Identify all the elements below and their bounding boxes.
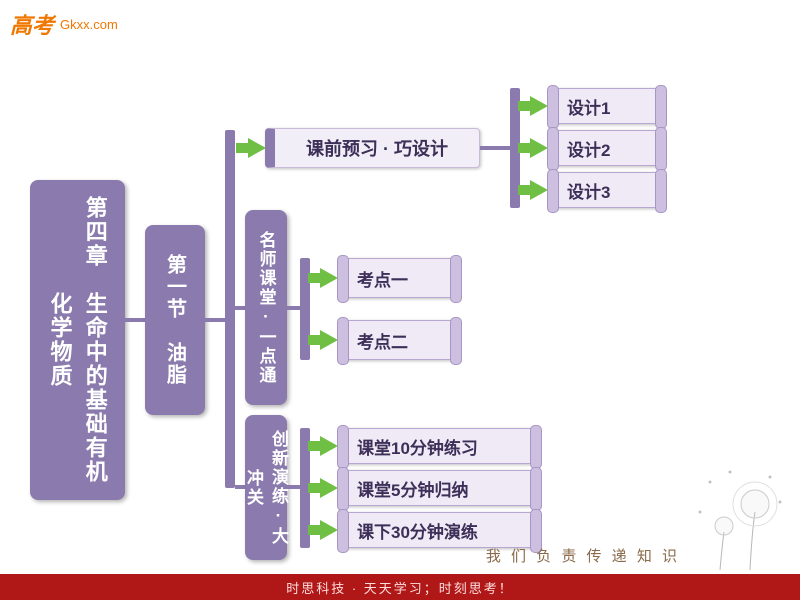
leaf-design3: 设计3	[552, 172, 662, 208]
tagline-text: 我 们 负 责 传 递 知 识	[486, 545, 680, 566]
connector	[287, 485, 300, 489]
leaf-label: 课堂5分钟归纳	[357, 476, 468, 501]
arrow-icon	[320, 478, 338, 498]
leaf-label: 考点一	[357, 266, 408, 291]
connector	[125, 318, 145, 322]
leaf-label: 设计3	[567, 178, 610, 203]
practice-mid-box: 创新演练·大冲关	[245, 415, 287, 560]
arrow-icon	[320, 520, 338, 540]
vertical-bar-main	[225, 130, 235, 488]
leaf-ex5: 课堂5分钟归纳	[342, 470, 537, 506]
leaf-design1: 设计1	[552, 88, 662, 124]
preview-head-box: 课前预习 · 巧设计	[265, 128, 480, 168]
connector	[235, 306, 245, 310]
arrow-icon	[320, 268, 338, 288]
leaf-label: 课下30分钟演练	[357, 518, 478, 543]
arrow-icon	[530, 96, 548, 116]
leaf-label: 考点二	[357, 328, 408, 353]
chapter-box: 第四章 生命中的基础有机化学物质	[30, 180, 125, 500]
connector	[287, 306, 300, 310]
preview-head-label: 课前预习 · 巧设计	[306, 135, 448, 161]
chapter-label: 第四章 生命中的基础有机化学物质	[42, 188, 112, 492]
leaf-label: 设计1	[567, 94, 610, 119]
connector	[480, 146, 510, 150]
classroom-mid-box: 名师课堂·一点通	[245, 210, 287, 405]
leaf-label: 设计2	[567, 136, 610, 161]
arrow-icon	[530, 180, 548, 200]
leaf-point2: 考点二	[342, 320, 457, 360]
section-box: 第一节 油脂	[145, 225, 205, 415]
arrow-icon	[320, 330, 338, 350]
classroom-mid-label: 名师课堂·一点通	[254, 231, 279, 385]
footer-bar: 时思科技 · 天天学习；时刻思考！	[0, 574, 800, 600]
footer-text: 时思科技 · 天天学习；时刻思考！	[286, 578, 514, 597]
arrow-icon	[530, 138, 548, 158]
arrow-icon	[320, 436, 338, 456]
arrow-icon	[248, 138, 266, 158]
section-label: 第一节 油脂	[161, 254, 190, 386]
leaf-design2: 设计2	[552, 130, 662, 166]
connector	[205, 318, 225, 322]
dandelion-decor	[680, 462, 790, 572]
leaf-ex30: 课下30分钟演练	[342, 512, 537, 548]
practice-mid-label: 创新演练·大冲关	[241, 421, 291, 554]
leaf-label: 课堂10分钟练习	[357, 434, 478, 459]
leaf-ex10: 课堂10分钟练习	[342, 428, 537, 464]
leaf-point1: 考点一	[342, 258, 457, 298]
